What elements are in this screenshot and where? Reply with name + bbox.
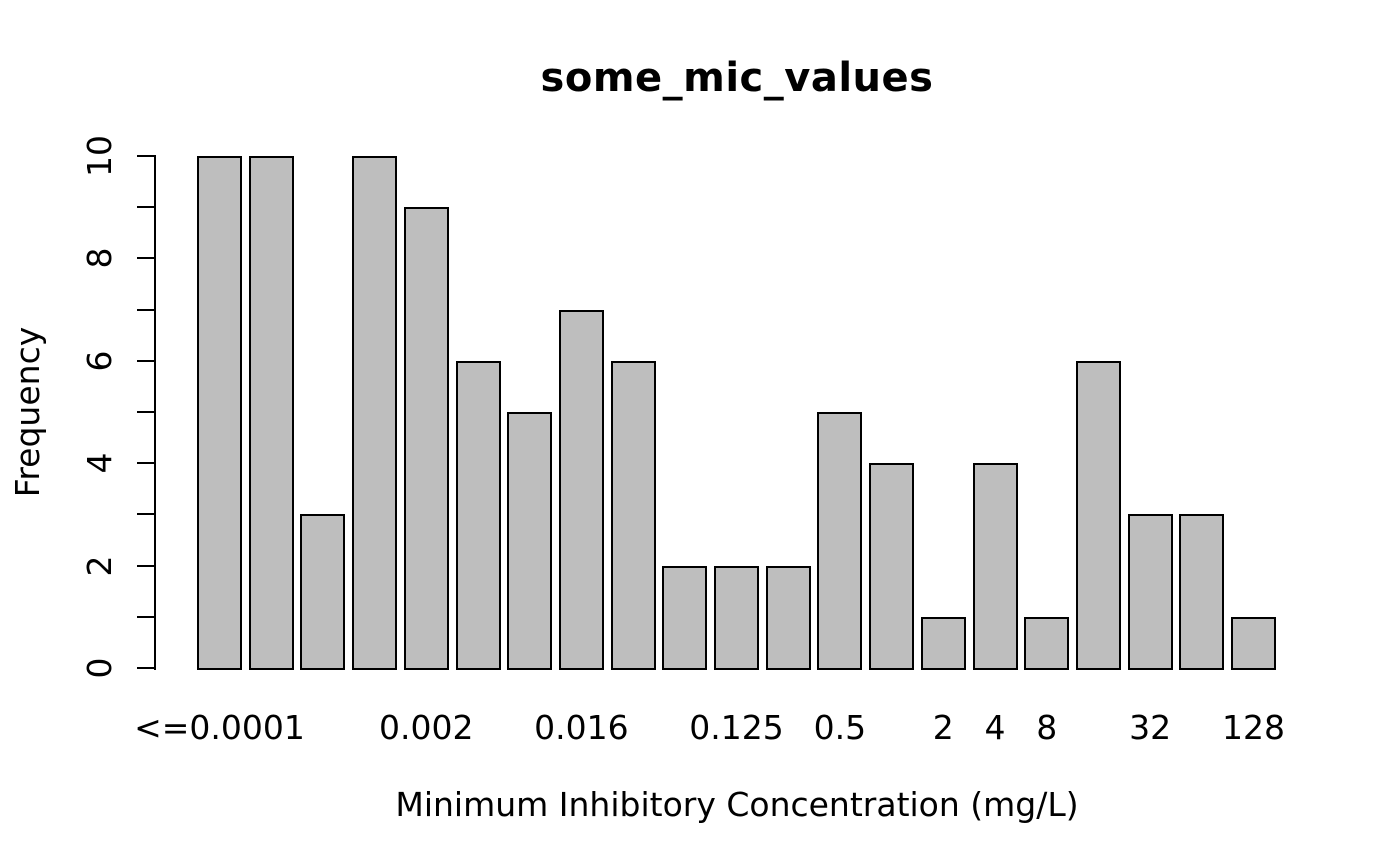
chart-title: some_mic_values [540, 55, 934, 101]
histogram-bar [1024, 616, 1070, 670]
histogram-bar [817, 412, 863, 670]
histogram-bar [558, 309, 604, 670]
x-axis-tick-label: 128 [1222, 708, 1285, 747]
y-axis-tick [137, 308, 154, 311]
y-axis-line [154, 155, 156, 670]
y-axis-tick-label: 0 [80, 657, 119, 679]
y-axis-tick [137, 359, 154, 362]
y-axis-tick [137, 155, 154, 157]
x-axis-tick-label: 2 [932, 708, 954, 747]
histogram-bar [765, 565, 811, 670]
histogram-bar [662, 565, 708, 670]
x-axis-tick-label: 8 [1036, 708, 1058, 747]
x-axis-tick-label: 0.002 [379, 708, 474, 747]
x-axis-tick-label: 0.016 [534, 708, 629, 747]
histogram-bar [403, 207, 449, 670]
x-axis-tick-label: 4 [984, 708, 1006, 747]
histogram-bar [1179, 514, 1225, 670]
histogram-bar [300, 514, 346, 670]
y-axis-tick-label: 4 [80, 452, 119, 474]
histogram-bar [1127, 514, 1173, 670]
histogram-bar [248, 156, 294, 670]
x-axis-title: Minimum Inhibitory Concentration (mg/L) [395, 785, 1079, 824]
histogram-bar [714, 565, 759, 670]
histogram-bar [352, 156, 398, 670]
y-axis-tick [137, 462, 154, 465]
histogram-bar [869, 463, 915, 670]
histogram-bar [197, 156, 242, 670]
y-axis-tick [137, 257, 154, 260]
y-axis-tick [137, 206, 154, 209]
x-axis-tick-label: <=0.0001 [134, 708, 305, 747]
y-axis-tick [137, 411, 154, 413]
y-axis-tick-label: 8 [80, 247, 119, 269]
y-axis-tick [137, 667, 154, 669]
y-axis-tick-label: 2 [80, 555, 119, 577]
histogram-bar [455, 360, 501, 670]
y-axis-tick [137, 513, 154, 516]
y-axis-tick-label: 6 [80, 350, 119, 372]
histogram-bar [972, 463, 1018, 670]
x-axis-tick-label: 32 [1129, 708, 1172, 747]
y-axis-tick [137, 564, 154, 567]
histogram-bar [610, 360, 656, 670]
histogram-bar [920, 616, 966, 670]
x-axis-tick-label: 0.5 [813, 708, 867, 747]
histogram-bar [1231, 616, 1276, 670]
histogram-bar [507, 412, 553, 670]
x-axis-tick-label: 0.125 [689, 708, 784, 747]
y-axis-tick [137, 615, 154, 618]
histogram-bar [1075, 360, 1121, 670]
y-axis-title-text: Frequency [8, 326, 47, 498]
y-axis-tick-label: 10 [80, 135, 119, 177]
